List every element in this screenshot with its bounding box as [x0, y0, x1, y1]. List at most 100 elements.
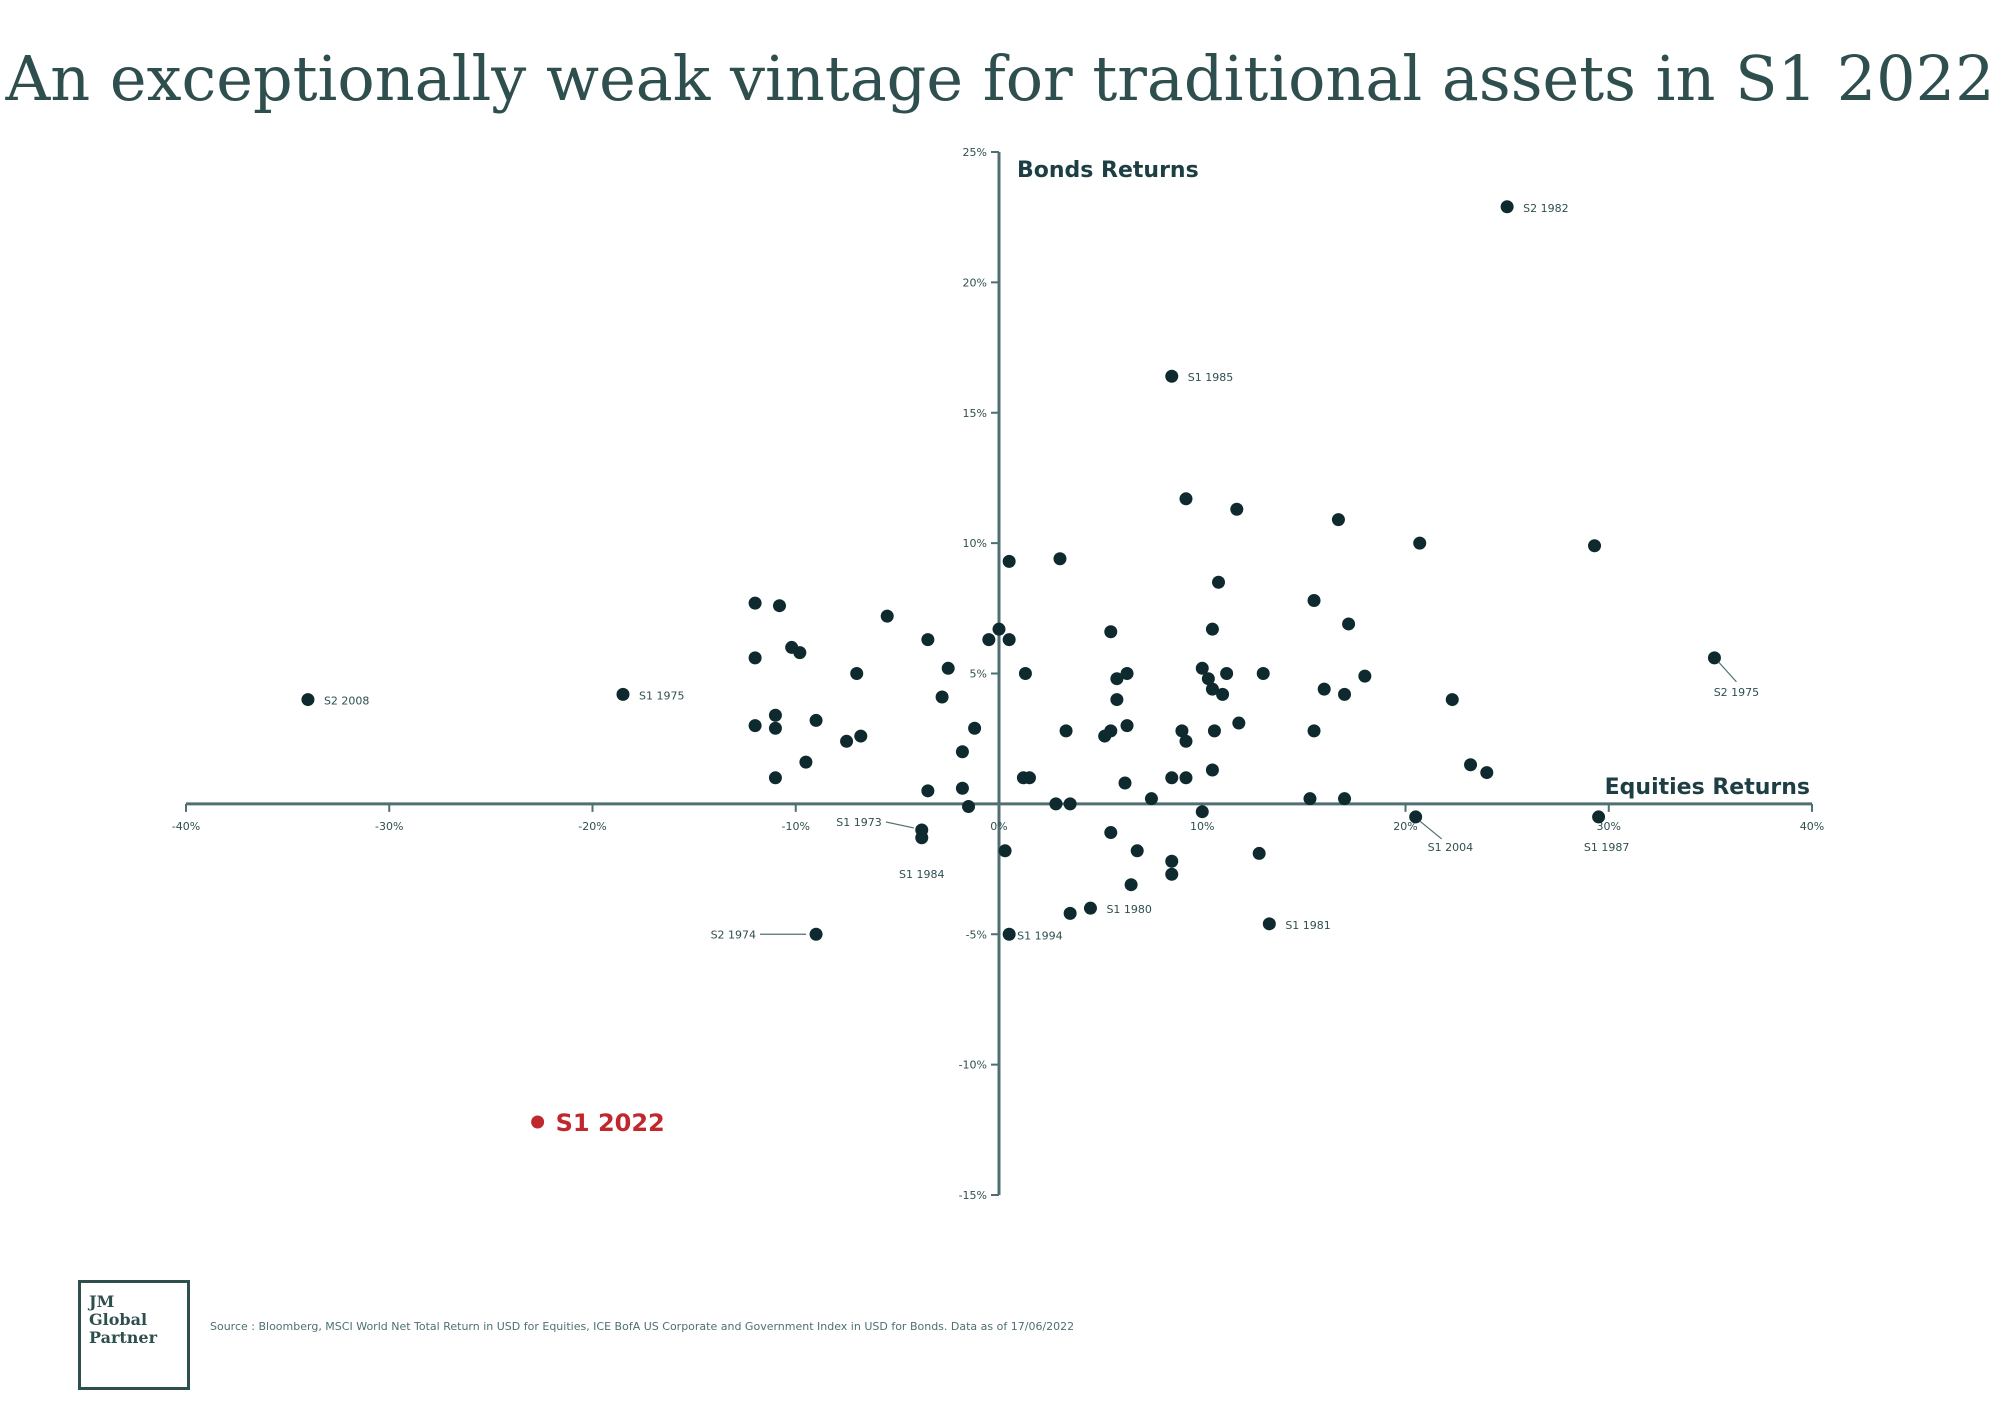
data-point	[968, 721, 982, 735]
labeled-data-point	[1083, 901, 1097, 915]
data-point	[1338, 792, 1352, 806]
data-point	[1201, 672, 1215, 686]
data-point	[1002, 633, 1016, 647]
data-point	[1205, 622, 1219, 636]
data-point	[1049, 797, 1063, 811]
data-point	[1195, 805, 1209, 819]
data-point-label: S2 1982	[1523, 202, 1568, 215]
data-point	[772, 599, 786, 613]
y-tick-label: -5%	[966, 928, 987, 941]
company-logo: JM Global Partner	[78, 1280, 190, 1390]
data-point	[1179, 771, 1193, 785]
data-point	[1205, 682, 1219, 696]
data-point	[793, 646, 807, 660]
data-point	[1120, 667, 1134, 680]
data-point	[921, 784, 935, 798]
x-tick-label: 10%	[1190, 820, 1214, 833]
data-point	[1205, 763, 1219, 777]
data-point	[1120, 719, 1134, 733]
labeled-data-point	[809, 927, 823, 941]
data-point-label: S1 1981	[1285, 919, 1330, 932]
data-point	[1063, 797, 1077, 811]
data-point	[880, 609, 894, 623]
data-point-label: S1 1984	[899, 868, 944, 881]
data-point	[854, 729, 868, 743]
data-point	[768, 708, 782, 722]
data-point-label: S1 1980	[1106, 903, 1151, 916]
data-point	[1124, 878, 1138, 892]
data-point	[1207, 724, 1221, 738]
data-point	[1445, 693, 1459, 707]
data-point	[1098, 729, 1112, 743]
data-point	[840, 734, 854, 748]
leader-line	[1419, 820, 1443, 840]
data-point	[998, 844, 1012, 858]
data-point	[1110, 672, 1124, 686]
data-point	[1179, 734, 1193, 748]
labeled-data-point	[1165, 369, 1179, 383]
x-tick-label: 40%	[1800, 820, 1824, 833]
data-point	[1413, 536, 1427, 550]
x-tick-label: 30%	[1597, 820, 1621, 833]
data-point	[1104, 625, 1118, 639]
logo-line-1: JM	[89, 1292, 115, 1311]
data-point	[1358, 669, 1372, 683]
data-point	[1110, 693, 1124, 707]
y-tick-label: 25%	[963, 146, 987, 159]
labeled-data-point	[301, 693, 315, 707]
data-point	[799, 755, 813, 769]
data-point	[1063, 906, 1077, 920]
data-point	[921, 633, 935, 647]
labeled-data-point	[1262, 917, 1276, 931]
data-point	[1256, 667, 1270, 680]
data-point-label: S1 2004	[1428, 841, 1473, 854]
data-point-label: S2 1975	[1714, 686, 1759, 699]
y-tick-label: -15%	[959, 1189, 987, 1202]
data-point-label: S1 1985	[1188, 371, 1233, 384]
y-tick-label: 20%	[963, 276, 987, 289]
labeled-data-point	[1707, 651, 1721, 665]
data-point	[748, 596, 762, 610]
labeled-data-point	[616, 687, 630, 701]
chart-point-labels: S2 1982 S1 1985 S2 2008 S1 1975 S2 1975 S1 19…	[324, 202, 1759, 1137]
y-tick-label: -10%	[959, 1059, 987, 1072]
data-point	[1175, 724, 1189, 738]
data-point	[1307, 593, 1321, 607]
logo-line-2: Global	[89, 1310, 148, 1329]
data-point	[1002, 554, 1016, 568]
data-point	[1338, 687, 1352, 701]
labeled-data-point	[1592, 810, 1606, 824]
page-title: An exceptionally weak vintage for tradit…	[5, 42, 1995, 115]
data-point	[748, 719, 762, 733]
data-point	[1220, 667, 1234, 680]
data-point	[1130, 844, 1144, 858]
data-point	[1195, 661, 1209, 675]
data-point	[1588, 539, 1602, 553]
data-point	[992, 622, 1006, 636]
source-note: Source : Bloomberg, MSCI World Net Total…	[210, 1320, 1075, 1333]
data-point-label: S1 1987	[1584, 841, 1629, 854]
leader-line	[1717, 661, 1737, 683]
data-point	[1118, 776, 1132, 790]
data-point	[1317, 682, 1331, 696]
data-point	[1331, 513, 1345, 527]
data-point	[768, 771, 782, 785]
data-point	[955, 781, 969, 795]
data-point	[1480, 766, 1494, 780]
highlight-point	[531, 1115, 545, 1129]
data-point	[1144, 792, 1158, 806]
data-point	[768, 721, 782, 735]
y-tick-label: 15%	[963, 407, 987, 420]
x-tick-label: 20%	[1393, 820, 1417, 833]
data-point-label: S1 1994	[1017, 929, 1062, 942]
data-point	[1165, 867, 1179, 881]
chart-points	[301, 200, 1721, 1129]
labeled-data-point	[915, 831, 929, 845]
data-point	[748, 651, 762, 665]
x-tick-label: 0%	[990, 820, 1007, 833]
data-point	[1212, 575, 1226, 589]
data-point	[1307, 724, 1321, 738]
data-point-label: S2 1974	[711, 928, 756, 941]
data-point	[941, 661, 955, 675]
